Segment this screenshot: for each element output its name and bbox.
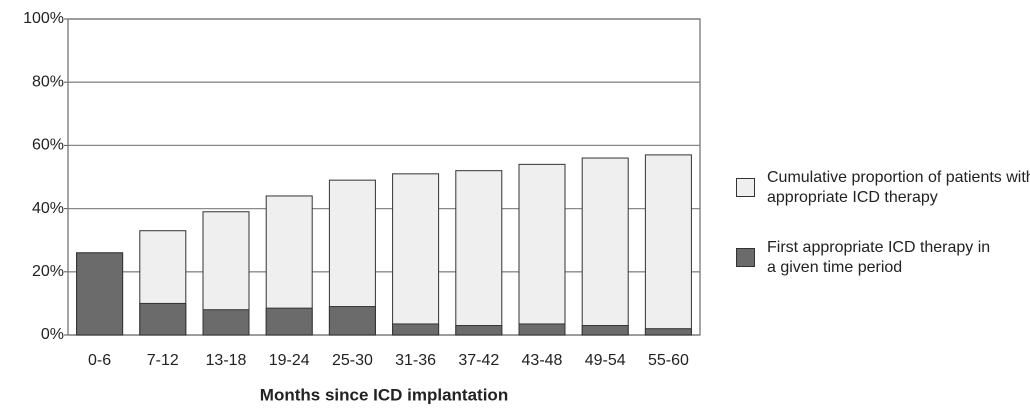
legend-swatch: [736, 248, 755, 267]
x-tick-label: 31-36: [395, 352, 436, 369]
bar: [518, 163, 566, 336]
bar: [644, 328, 692, 336]
y-tick-label: 60%: [32, 137, 64, 154]
x-tick-label: 25-30: [332, 352, 373, 369]
y-tick-label: 20%: [32, 263, 64, 280]
y-tick-label: 40%: [32, 200, 64, 217]
x-tick-label: 0-6: [88, 352, 111, 369]
y-tick-label: 100%: [23, 10, 64, 27]
x-tick-label: 37-42: [458, 352, 499, 369]
legend-item: First appropriate ICD therapy in a given…: [736, 238, 1030, 278]
bar: [265, 307, 313, 336]
x-tick-label: 43-48: [522, 352, 563, 369]
bar: [392, 173, 440, 336]
y-tick-label: 80%: [32, 73, 64, 90]
legend-swatch: [736, 178, 755, 197]
bar: [455, 170, 503, 336]
y-tick-label: 0%: [41, 326, 64, 343]
plot-border: [67, 18, 701, 336]
legend-item: Cumulative proportion of patients with a…: [736, 168, 1030, 208]
x-axis-label: Months since ICD implantation: [260, 385, 508, 404]
legend-label: First appropriate ICD therapy in a given…: [767, 239, 991, 276]
legend: Cumulative proportion of patients with a…: [736, 168, 1030, 308]
x-tick-label: 49-54: [585, 352, 626, 369]
bar: [581, 157, 629, 336]
bar: [392, 323, 440, 336]
x-tick-label: 55-60: [648, 352, 689, 369]
x-tick-label: 13-18: [206, 352, 247, 369]
x-tick-label: 19-24: [269, 352, 310, 369]
bar: [455, 325, 503, 336]
legend-label: Cumulative proportion of patients with a…: [767, 169, 1030, 206]
bar: [581, 325, 629, 336]
bar: [76, 252, 124, 336]
bar: [328, 306, 376, 336]
bar: [518, 323, 566, 336]
bar: [139, 302, 187, 336]
bar: [644, 154, 692, 336]
x-tick-label: 7-12: [147, 352, 179, 369]
bar: [202, 309, 250, 336]
